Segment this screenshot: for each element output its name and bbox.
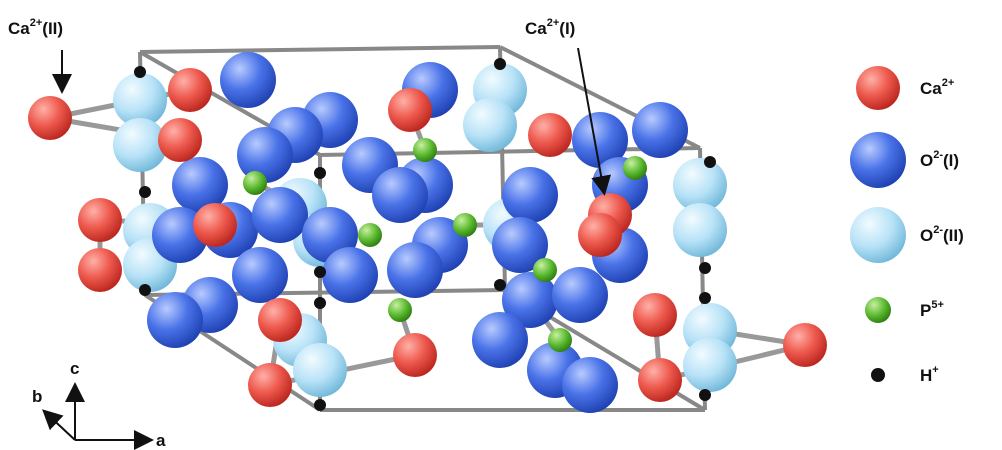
- p-atom: [533, 258, 557, 282]
- label-base: O: [920, 151, 933, 170]
- o2-i-atom: [492, 217, 548, 273]
- label-sup: +: [932, 364, 938, 376]
- o2-ii-atom: [673, 203, 727, 257]
- label-suffix: (I): [943, 151, 959, 170]
- o2-i-atom: [172, 157, 228, 213]
- h-atom: [699, 262, 711, 274]
- h-atom: [139, 284, 151, 296]
- ca-atom: [78, 198, 122, 242]
- o2-ii-atom: [683, 338, 737, 392]
- axes: [42, 382, 154, 450]
- ca-atom: [168, 68, 212, 112]
- legend-label: Ca2+: [920, 77, 954, 98]
- ca-atom: [28, 96, 72, 140]
- annotation: Ca2+(II): [8, 17, 63, 38]
- p-atom: [358, 223, 382, 247]
- p-atom: [548, 328, 572, 352]
- legend-swatch: [865, 297, 891, 323]
- label-sup: 2+: [30, 17, 43, 29]
- o2-i-atom: [252, 187, 308, 243]
- ca-atom: [638, 358, 682, 402]
- label-sup: 5+: [931, 299, 944, 311]
- p-atom: [453, 213, 477, 237]
- ca-atom: [578, 213, 622, 257]
- axis-label: c: [70, 359, 79, 378]
- o2-i-atom: [572, 112, 628, 168]
- axis-label: a: [156, 431, 166, 450]
- axis-label: b: [32, 387, 42, 406]
- h-atom: [699, 292, 711, 304]
- legend-label: O2-(II): [920, 224, 964, 245]
- legend-label: H+: [920, 364, 939, 385]
- o2-i-atom: [552, 267, 608, 323]
- atoms: [28, 52, 827, 413]
- label-base: P: [920, 301, 931, 320]
- ca-atom: [388, 88, 432, 132]
- cell-edge: [139, 45, 501, 54]
- label-sup: 2+: [942, 77, 955, 89]
- label-sup: 2-: [933, 224, 943, 236]
- o2-ii-atom: [673, 158, 727, 212]
- legend-swatch: [850, 132, 906, 188]
- o2-ii-atom: [463, 98, 517, 152]
- o2-i-atom: [220, 52, 276, 108]
- label-base: H: [920, 366, 932, 385]
- h-atom: [139, 186, 151, 198]
- legend-label: P5+: [920, 299, 944, 320]
- o2-i-atom: [372, 167, 428, 223]
- ca-atom: [193, 203, 237, 247]
- h-atom: [314, 167, 326, 179]
- h-atom: [699, 389, 711, 401]
- o2-i-atom: [387, 242, 443, 298]
- o2-i-atom: [147, 292, 203, 348]
- ca-atom: [393, 333, 437, 377]
- label-suffix: (II): [943, 226, 964, 245]
- h-atom: [314, 297, 326, 309]
- ca-atom: [783, 323, 827, 367]
- legend-swatch: [856, 66, 900, 110]
- annotation: Ca2+(I): [525, 17, 575, 38]
- label-base: Ca: [525, 19, 547, 38]
- ca-atom: [633, 293, 677, 337]
- o2-i-atom: [237, 127, 293, 183]
- arrow: [577, 47, 611, 196]
- label-base: Ca: [920, 79, 942, 98]
- o2-i-atom: [472, 312, 528, 368]
- p-atom: [243, 171, 267, 195]
- o2-i-atom: [232, 247, 288, 303]
- o2-i-atom: [502, 272, 558, 328]
- legend-swatch: [850, 207, 906, 263]
- label-sup: 2-: [933, 149, 943, 161]
- o2-i-atom: [562, 357, 618, 413]
- label-suffix: (II): [42, 19, 63, 38]
- o2-i-atom: [322, 247, 378, 303]
- ca-atom: [258, 298, 302, 342]
- h-atom: [314, 266, 326, 278]
- label-suffix: (I): [559, 19, 575, 38]
- p-atom: [388, 298, 412, 322]
- o2-ii-atom: [113, 118, 167, 172]
- h-atom: [314, 399, 326, 411]
- labels: Ca2+(II) Ca2+(I)Ca2+O2-(I)O2-(II)P5+H+: [8, 17, 964, 385]
- label-sup: 2+: [547, 17, 560, 29]
- ca-atom: [248, 363, 292, 407]
- ca-atom: [528, 113, 572, 157]
- p-atom: [413, 138, 437, 162]
- h-atom: [494, 279, 506, 291]
- o2-i-atom: [502, 167, 558, 223]
- ca-atom: [158, 118, 202, 162]
- o2-i-atom: [632, 102, 688, 158]
- h-atom: [704, 156, 716, 168]
- h-atom: [134, 66, 146, 78]
- o2-ii-atom: [293, 343, 347, 397]
- o2-ii-atom: [113, 73, 167, 127]
- label-base: O: [920, 226, 933, 245]
- label-base: Ca: [8, 19, 30, 38]
- legend-swatch: [871, 368, 885, 382]
- h-atom: [494, 58, 506, 70]
- p-atom: [623, 156, 647, 180]
- ca-atom: [78, 248, 122, 292]
- legend-label: O2-(I): [920, 149, 959, 170]
